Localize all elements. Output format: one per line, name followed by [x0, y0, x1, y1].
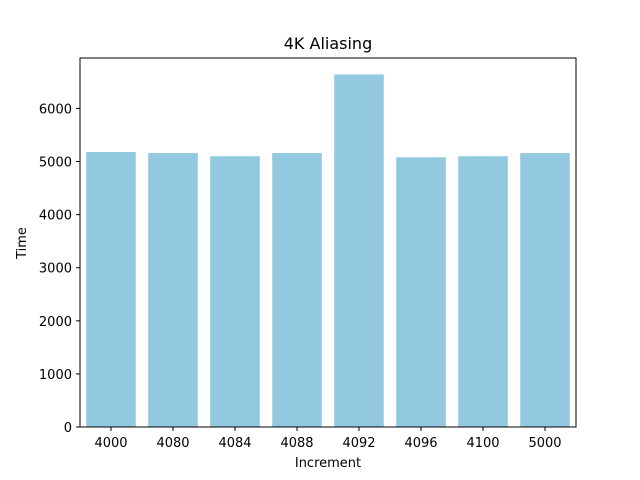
x-axis-ticks: 4000 4080 4084 4088 4092 4096 4100 5000 [94, 427, 562, 451]
y-tick-label: 1000 [39, 368, 72, 383]
y-tick-label: 3000 [39, 262, 72, 277]
bar-4096 [396, 157, 446, 427]
x-tick-label: 4092 [342, 436, 375, 451]
y-tick-label: 2000 [39, 315, 72, 330]
bar-4000 [86, 151, 136, 428]
plot-frame [79, 57, 577, 428]
y-tick-label: 0 [64, 421, 72, 436]
bar-4088 [272, 153, 322, 428]
x-axis-label: Increment [295, 456, 361, 471]
chart-title: 4K Aliasing [284, 34, 372, 53]
y-tick-label: 5000 [39, 156, 72, 171]
bar-4084 [210, 156, 260, 427]
x-tick-label: 4000 [94, 436, 127, 451]
x-tick-label: 5000 [528, 436, 561, 451]
bar-4092 [334, 74, 384, 428]
bar-4080 [148, 153, 198, 428]
x-tick-label: 4084 [218, 436, 251, 451]
y-tick-label: 4000 [39, 209, 72, 224]
x-tick-label: 4100 [466, 436, 499, 451]
x-tick-label: 4096 [404, 436, 437, 451]
bar-4100 [458, 156, 508, 427]
y-tick-label: 6000 [39, 102, 72, 117]
bars-group [86, 74, 570, 428]
bar-5000 [520, 153, 570, 428]
y-axis-label: Time [15, 227, 30, 260]
x-tick-label: 4088 [280, 436, 313, 451]
x-tick-label: 4080 [156, 436, 189, 451]
y-axis-ticks: 0 1000 2000 3000 4000 5000 6000 [39, 102, 80, 436]
